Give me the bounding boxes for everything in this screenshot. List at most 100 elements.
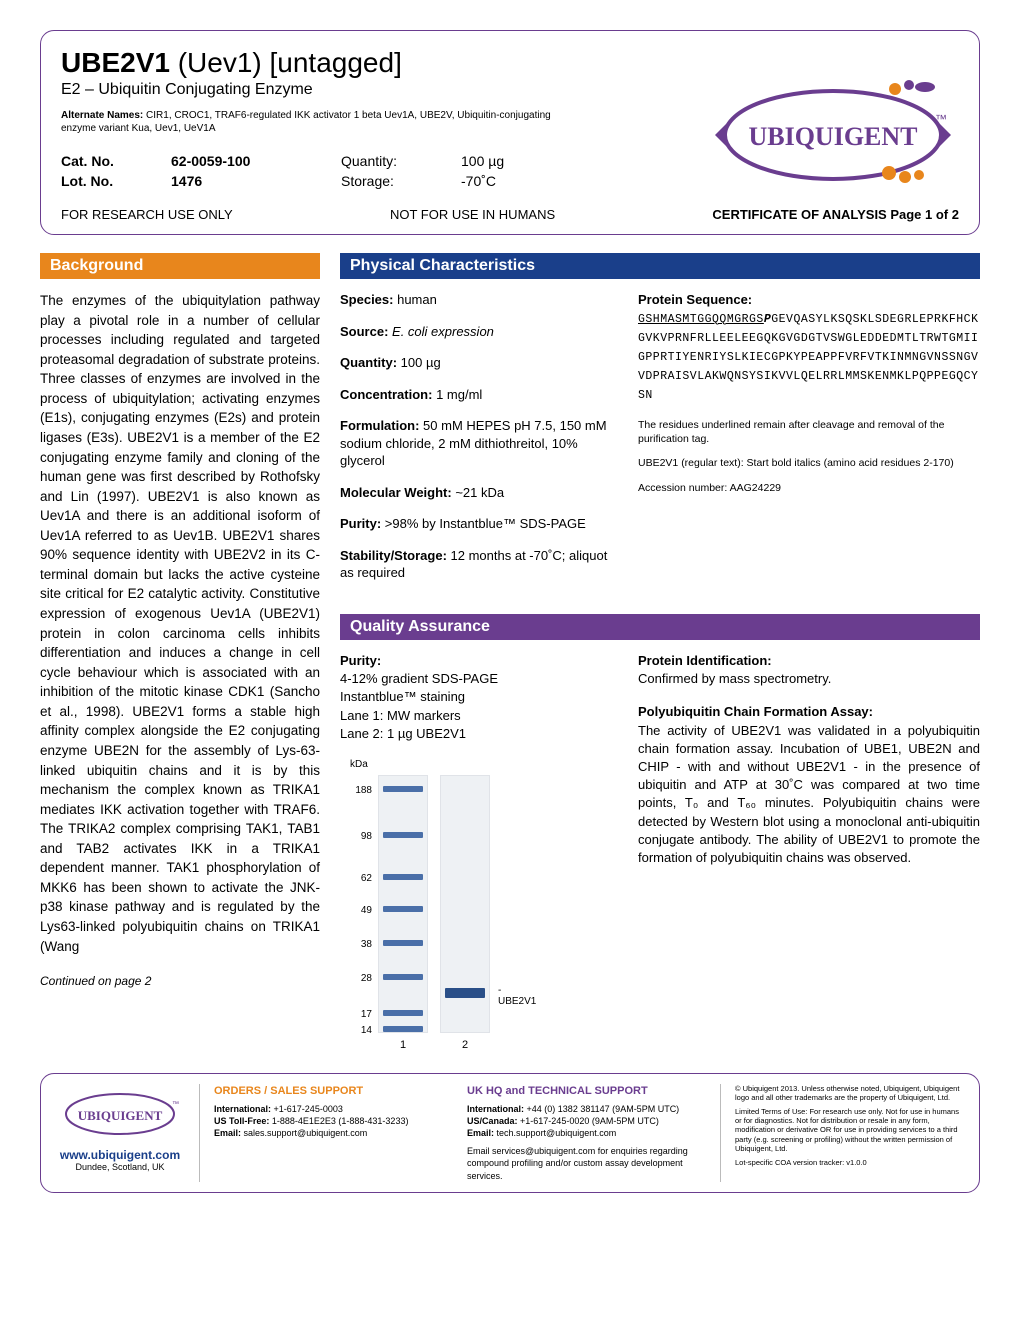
svg-text:™: ™ [935, 112, 947, 126]
tech-us-v: +1-617-245-0020 (9AM-5PM UTC) [520, 1116, 659, 1126]
qty-label: Quantity: [341, 153, 461, 169]
coa-page: CERTIFICATE OF ANALYSIS Page 1 of 2 [712, 207, 959, 222]
storage-value: -70˚C [461, 173, 561, 189]
seq-note1: The residues underlined remain after cle… [638, 418, 980, 446]
qa-pid: Protein Identification: Confirmed by mas… [638, 652, 980, 688]
physical-right: Protein Sequence: GSHMASMTGGQQMGRGSPGEVQ… [638, 291, 980, 596]
gel-lane-1 [378, 775, 428, 1033]
gel-marker-label: 98 [340, 831, 372, 842]
physical-left: Species: human Source: E. coli expressio… [340, 291, 620, 596]
species-label: Species: [340, 292, 393, 307]
ube-band-label: - UBE2V1 [498, 985, 536, 1007]
content: Background The enzymes of the ubiquityla… [40, 253, 980, 1053]
qa-grid: Purity: 4-12% gradient SDS-PAGE Instantb… [340, 652, 980, 1053]
product-bold: UBE2V1 [61, 47, 170, 78]
header-box: UBIQUIGENT ™ UBE2V1 (Uev1) [untagged] E2… [40, 30, 980, 235]
brand-logo-top: UBIQUIGENT ™ [713, 45, 953, 195]
storage-label: Storage: [341, 173, 461, 189]
background-text: The enzymes of the ubiquitylation pathwa… [40, 291, 320, 956]
conc-field: Concentration: 1 mg/ml [340, 386, 620, 404]
svg-text:™: ™ [172, 1101, 179, 1108]
sales-em-l: Email: [214, 1128, 241, 1138]
qa-pid-label: Protein Identification: [638, 653, 772, 668]
not-humans: NOT FOR USE IN HUMANS [390, 207, 555, 222]
footer-city: Dundee, Scotland, UK [55, 1162, 185, 1172]
lot-value: 1476 [171, 173, 341, 189]
mw-field: Molecular Weight: ~21 kDa [340, 484, 620, 502]
legal3: Lot-specific COA version tracker: v1.0.0 [735, 1158, 965, 1167]
qa-purity-label: Purity: [340, 653, 381, 668]
footer-legal: © Ubiquigent 2013. Unless otherwise note… [735, 1084, 965, 1167]
source-value: E. coli expression [388, 324, 494, 339]
physical-header: Physical Characteristics [340, 253, 980, 279]
tech-em-v: tech.support@ubiquigent.com [497, 1128, 617, 1138]
protein-sequence: GSHMASMTGGQQMGRGSPGEVQASYLKSQSKLSDEGRLEP… [638, 313, 978, 402]
source-label: Source: [340, 324, 388, 339]
alt-names-label: Alternate Names: [61, 110, 143, 121]
gel-marker-label: 49 [340, 905, 372, 916]
purity-label: Purity: [340, 516, 381, 531]
left-column: Background The enzymes of the ubiquityla… [40, 253, 320, 1053]
sales-title: ORDERS / SALES SUPPORT [214, 1084, 453, 1099]
qa-purity: Purity: 4-12% gradient SDS-PAGE Instantb… [340, 652, 620, 743]
qa-assay-value: The activity of UBE2V1 was validated in … [638, 723, 980, 865]
species-value: human [393, 292, 436, 307]
gel-image: kDa 18898624938281714 [340, 753, 520, 1053]
qty-label2: Quantity: [340, 355, 397, 370]
qa-header: Quality Assurance [340, 614, 980, 640]
sales-intl-v: +1-617-245-0003 [274, 1104, 343, 1114]
mw-value: ~21 kDa [452, 485, 504, 500]
conc-value: 1 mg/ml [432, 387, 482, 402]
sales-tf-l: US Toll-Free: [214, 1116, 269, 1126]
qty-value: 100 µg [461, 153, 561, 169]
right-column: Physical Characteristics Species: human … [340, 253, 980, 1053]
tech-intl-v: +44 (0) 1382 381147 (9AM-5PM UTC) [527, 1104, 680, 1114]
seq-note2: UBE2V1 (regular text): Start bold italic… [638, 456, 980, 470]
seq-underlined: GSHMASMTGGQQMGRGS [638, 313, 764, 326]
qty-value2: 100 µg [397, 355, 441, 370]
qa-pid-value: Confirmed by mass spectrometry. [638, 671, 831, 686]
species-field: Species: human [340, 291, 620, 309]
lane1-label: 1 [378, 1039, 428, 1051]
banner-row: FOR RESEARCH USE ONLY NOT FOR USE IN HUM… [61, 207, 959, 222]
footer-logo: UBIQUIGENT ™ www.ubiquigent.com Dundee, … [55, 1084, 185, 1172]
background-header: Background [40, 253, 320, 279]
gel-marker-label: 14 [340, 1025, 372, 1036]
tech-us-l: US/Canada: [467, 1116, 518, 1126]
qa-assay: Polyubiquitin Chain Formation Assay: The… [638, 703, 980, 867]
qa-left: Purity: 4-12% gradient SDS-PAGE Instantb… [340, 652, 620, 1053]
research-only: FOR RESEARCH USE ONLY [61, 207, 233, 222]
footer-tech: UK HQ and TECHNICAL SUPPORT Internationa… [467, 1084, 706, 1182]
form-field: Formulation: 50 mM HEPES pH 7.5, 150 mM … [340, 417, 620, 470]
stab-field: Stability/Storage: 12 months at -70˚C; a… [340, 547, 620, 582]
gel-marker-label: 28 [340, 973, 372, 984]
tech-title: UK HQ and TECHNICAL SUPPORT [467, 1084, 706, 1099]
conc-label: Concentration: [340, 387, 432, 402]
seq-field: Protein Sequence: GSHMASMTGGQQMGRGSPGEVQ… [638, 291, 980, 404]
svg-text:UBIQUIGENT: UBIQUIGENT [748, 122, 917, 151]
source-field: Source: E. coli expression [340, 323, 620, 341]
mw-label: Molecular Weight: [340, 485, 452, 500]
footer-url: www.ubiquigent.com [55, 1148, 185, 1162]
qty-field: Quantity: 100 µg [340, 354, 620, 372]
gel-marker-label: 62 [340, 873, 372, 884]
footer-divider-1 [199, 1084, 200, 1182]
legal1: © Ubiquigent 2013. Unless otherwise note… [735, 1084, 965, 1103]
gel-lane-2 [440, 775, 490, 1033]
gel-marker-label: 188 [340, 785, 372, 796]
purity-field: Purity: >98% by Instantblue™ SDS-PAGE [340, 515, 620, 533]
product-rest: (Uev1) [untagged] [170, 47, 402, 78]
seq-label: Protein Sequence: [638, 292, 752, 307]
svg-text:UBIQUIGENT: UBIQUIGENT [78, 1108, 163, 1123]
stab-label: Stability/Storage: [340, 548, 447, 563]
seq-note3: Accession number: AAG24229 [638, 481, 980, 495]
qa-purity-lines: 4-12% gradient SDS-PAGE Instantblue™ sta… [340, 671, 498, 741]
purity-value: >98% by Instantblue™ SDS-PAGE [381, 516, 586, 531]
lot-label: Lot. No. [61, 173, 171, 189]
tech-intl-l: International: [467, 1104, 524, 1114]
legal2: Limited Terms of Use: For research use o… [735, 1107, 965, 1154]
cat-label: Cat. No. [61, 153, 171, 169]
physical-grid: Species: human Source: E. coli expressio… [340, 291, 980, 596]
continued-note: Continued on page 2 [40, 974, 320, 988]
footer-sales: ORDERS / SALES SUPPORT International: +1… [214, 1084, 453, 1139]
